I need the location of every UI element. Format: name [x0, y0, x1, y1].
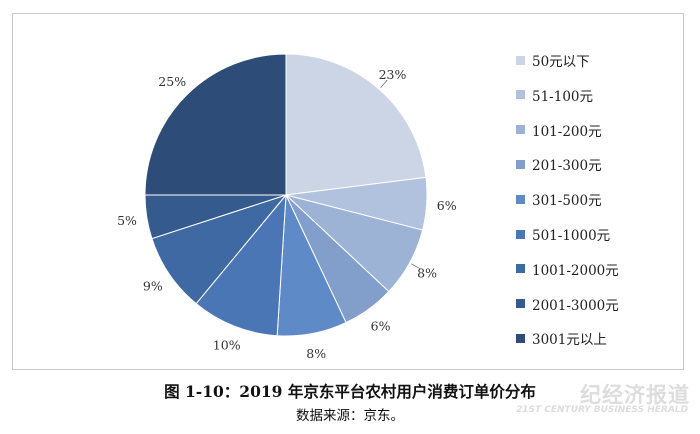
slice-label-2: 6%	[437, 198, 457, 213]
legend-label-3: 101-200元	[532, 120, 602, 140]
slice-label-5: 8%	[306, 346, 326, 361]
slice-label-1: 23%	[379, 67, 407, 82]
legend-swatch-1	[516, 56, 525, 65]
legend-item-8: 2001-3000元	[516, 294, 619, 314]
legend-swatch-5	[516, 195, 525, 204]
slice-label-4: 6%	[371, 318, 391, 333]
legend-item-4: 201-300元	[516, 154, 602, 174]
chart-frame: 23% 6% 8% 6% 8% 10% 9% 5% 25% 50元以下 51-100元 101-20…	[12, 13, 684, 370]
slice-label-3: 8%	[417, 266, 437, 281]
legend-item-9: 3001元以上	[516, 328, 607, 348]
legend-swatch-2	[516, 90, 525, 99]
legend-label-2: 51-100元	[532, 85, 593, 105]
legend-label-4: 201-300元	[532, 154, 602, 174]
legend-item-6: 501-1000元	[516, 224, 610, 244]
legend-swatch-6	[516, 230, 525, 239]
legend-label-5: 301-500元	[532, 189, 602, 209]
legend-item-5: 301-500元	[516, 189, 602, 209]
legend-label-8: 2001-3000元	[532, 294, 619, 314]
source-note: 数据来源：京东。	[0, 404, 700, 424]
legend-swatch-4	[516, 160, 525, 169]
slice-label-7: 9%	[143, 279, 163, 294]
slice-label-9: 25%	[158, 74, 186, 89]
legend-item-2: 51-100元	[516, 85, 593, 105]
slice-label-6: 10%	[213, 338, 241, 353]
legend-swatch-8	[516, 299, 525, 308]
legend-label-6: 501-1000元	[532, 224, 610, 244]
legend-label-9: 3001元以上	[532, 328, 607, 348]
figure-caption: 图 1-10：2019 年京东平台农村用户消费订单价分布	[0, 380, 700, 402]
legend-item-7: 1001-2000元	[516, 259, 619, 279]
legend-label-7: 1001-2000元	[532, 259, 619, 279]
legend-swatch-3	[516, 125, 525, 134]
legend-item-3: 101-200元	[516, 120, 602, 140]
legend-label-1: 50元以下	[532, 50, 590, 70]
legend-swatch-7	[516, 264, 525, 273]
slice-label-8: 5%	[117, 213, 137, 228]
legend-swatch-9	[516, 334, 525, 343]
legend-item-1: 50元以下	[516, 50, 590, 70]
